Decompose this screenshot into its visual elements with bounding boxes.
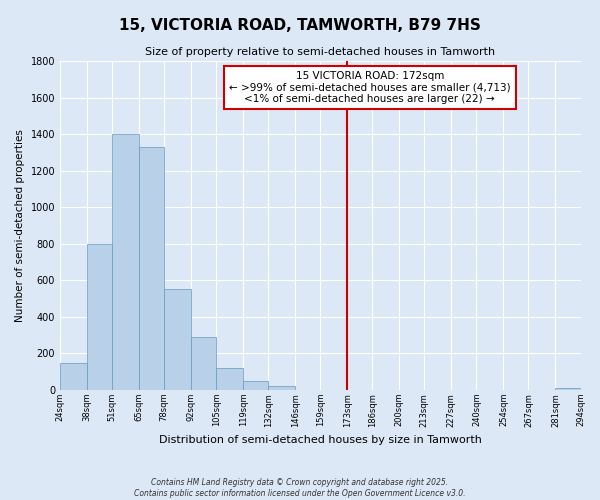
Bar xyxy=(268,386,295,390)
Bar xyxy=(216,368,243,390)
Bar xyxy=(243,381,268,390)
Text: Contains HM Land Registry data © Crown copyright and database right 2025.
Contai: Contains HM Land Registry data © Crown c… xyxy=(134,478,466,498)
X-axis label: Distribution of semi-detached houses by size in Tamworth: Distribution of semi-detached houses by … xyxy=(159,435,482,445)
Bar xyxy=(164,290,191,390)
Bar xyxy=(87,244,112,390)
Bar xyxy=(139,147,164,390)
Bar xyxy=(556,388,581,390)
Text: 15 VICTORIA ROAD: 172sqm
← >99% of semi-detached houses are smaller (4,713)
<1% : 15 VICTORIA ROAD: 172sqm ← >99% of semi-… xyxy=(229,71,511,104)
Bar xyxy=(191,337,216,390)
Text: 15, VICTORIA ROAD, TAMWORTH, B79 7HS: 15, VICTORIA ROAD, TAMWORTH, B79 7HS xyxy=(119,18,481,32)
Bar xyxy=(112,134,139,390)
Bar xyxy=(60,362,87,390)
Title: Size of property relative to semi-detached houses in Tamworth: Size of property relative to semi-detach… xyxy=(145,48,496,58)
Y-axis label: Number of semi-detached properties: Number of semi-detached properties xyxy=(15,129,25,322)
